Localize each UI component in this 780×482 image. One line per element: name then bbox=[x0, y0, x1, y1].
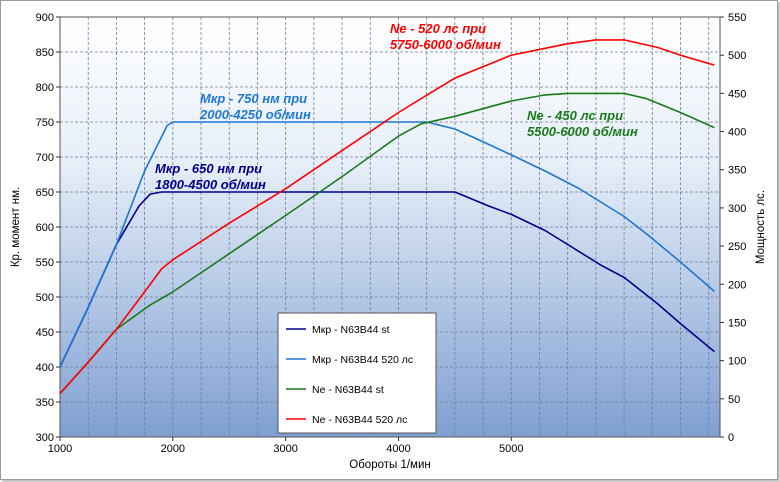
annotation-label: 5500-6000 об/мин bbox=[527, 124, 638, 139]
y-tick-label: 700 bbox=[36, 152, 54, 164]
y2-tick-label: 300 bbox=[728, 203, 746, 215]
legend-entry: Мкр - N63B44 st bbox=[312, 324, 390, 336]
legend-entry: Мкр - N63B44 520 лс bbox=[312, 354, 413, 366]
y-tick-label: 300 bbox=[36, 432, 54, 444]
annotation-label: Ne - 450 лс при bbox=[527, 108, 623, 123]
y2-tick-label: 400 bbox=[728, 127, 746, 139]
y-tick-label: 850 bbox=[36, 47, 54, 59]
series-line-3 bbox=[59, 92, 715, 395]
legend-box bbox=[277, 312, 437, 434]
annotation-label: 1800-4500 об/мин bbox=[155, 177, 266, 192]
y2-tick-label: 200 bbox=[728, 279, 746, 291]
x-tick-label: 2000 bbox=[161, 443, 185, 455]
y2-tick-label: 0 bbox=[728, 432, 734, 444]
y-tick-label: 900 bbox=[36, 12, 54, 24]
y-tick-label: 500 bbox=[36, 292, 54, 304]
annotation-label: 2000-4250 об/мин bbox=[199, 107, 311, 122]
y2-tick-label: 550 bbox=[728, 12, 746, 24]
annotation-label: Мкр - 750 нм при bbox=[200, 91, 307, 106]
series-line-2 bbox=[59, 121, 715, 368]
y-axis-label: Кр. момент нм. bbox=[10, 187, 22, 267]
y2-tick-label: 100 bbox=[728, 356, 746, 368]
x-tick-label: 1000 bbox=[48, 443, 72, 455]
x-tick-label: 4000 bbox=[386, 443, 410, 455]
y2-tick-label: 250 bbox=[728, 241, 746, 253]
y-tick-label: 550 bbox=[36, 257, 54, 269]
x-tick-label: 3000 bbox=[273, 443, 297, 455]
y-tick-label: 450 bbox=[36, 327, 54, 339]
y-tick-label: 600 bbox=[36, 222, 54, 234]
legend-entry: Ne - N63B44 520 лс bbox=[312, 414, 407, 426]
annotation-label: Ne - 520 лс при bbox=[390, 21, 486, 36]
y-tick-label: 400 bbox=[36, 362, 54, 374]
y-tick-label: 350 bbox=[36, 397, 54, 409]
legend-entry: Ne - N63B44 st bbox=[312, 384, 384, 396]
annotation-label: 5750-6000 об/мин bbox=[390, 37, 501, 52]
y2-axis-label: Мощность лс. bbox=[755, 190, 767, 264]
annotation-label: Мкр - 650 нм при bbox=[155, 161, 262, 176]
x-tick-label: 5000 bbox=[499, 443, 523, 455]
series-line-1 bbox=[59, 191, 715, 368]
y2-tick-label: 350 bbox=[728, 165, 746, 177]
y-tick-label: 800 bbox=[36, 82, 54, 94]
y2-tick-label: 150 bbox=[728, 317, 746, 329]
y-tick-label: 650 bbox=[36, 187, 54, 199]
y-tick-label: 750 bbox=[36, 117, 54, 129]
x-axis-label: Обороты 1/мин bbox=[349, 459, 430, 471]
series-line-4 bbox=[59, 39, 715, 395]
y2-tick-label: 450 bbox=[728, 88, 746, 100]
y2-tick-label: 500 bbox=[728, 50, 746, 62]
y2-tick-label: 50 bbox=[728, 394, 740, 406]
